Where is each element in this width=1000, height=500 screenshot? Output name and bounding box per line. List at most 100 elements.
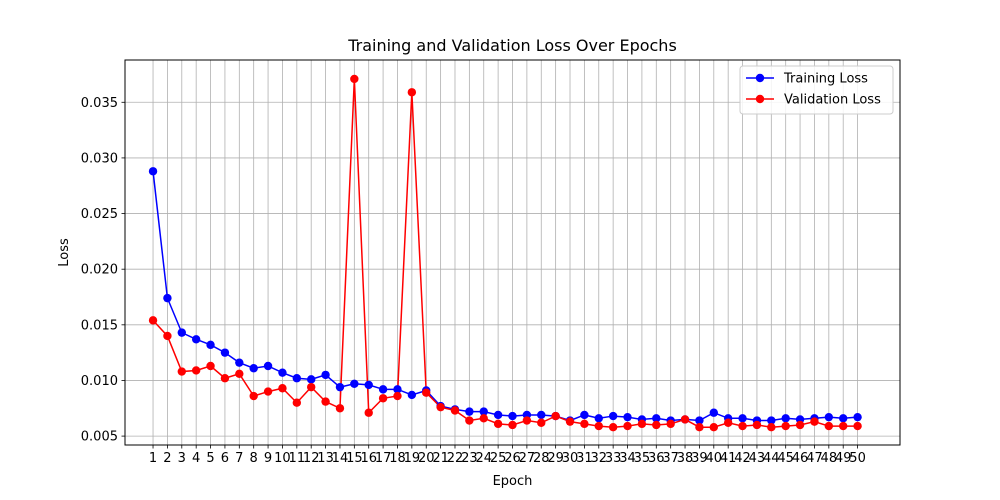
x-tick-label: 10	[274, 451, 291, 466]
x-tick-label: 41	[720, 451, 737, 466]
x-tick-label: 40	[706, 451, 723, 466]
x-tick-label: 24	[475, 451, 492, 466]
training-loss-point	[163, 293, 172, 303]
validation-loss-point	[565, 417, 575, 426]
training-loss-point	[709, 408, 718, 417]
validation-loss-point	[824, 421, 834, 431]
validation-loss-point	[436, 402, 445, 412]
training-loss-point	[839, 414, 848, 423]
x-tick-label: 50	[849, 451, 866, 466]
training-loss-point	[580, 410, 589, 420]
x-tick-label: 44	[763, 451, 780, 466]
x-tick-label: 13	[317, 451, 334, 466]
legend-box	[739, 65, 894, 115]
x-tick-label: 30	[562, 451, 579, 466]
x-tick-label: 21	[432, 451, 449, 466]
training-loss-point	[508, 411, 517, 421]
x-tick-label: 48	[821, 451, 838, 466]
y-tick-label: 0.025	[81, 207, 118, 222]
x-tick-label: 33	[605, 451, 622, 466]
validation-loss-point	[723, 418, 733, 427]
training-loss-point	[307, 375, 316, 384]
x-tick-label: 23	[461, 451, 478, 466]
y-tick-label: 0.005	[81, 430, 118, 445]
validation-loss-point	[853, 421, 862, 431]
training-loss-point	[191, 335, 201, 344]
training-loss-legend-marker	[755, 73, 765, 83]
validation-loss-point	[407, 88, 417, 97]
validation-loss-point	[839, 421, 848, 431]
x-tick-label: 47	[806, 451, 823, 466]
x-tick-label: 19	[404, 451, 421, 466]
validation-loss-point	[752, 420, 762, 430]
x-tick-label: 6	[221, 451, 229, 466]
validation-loss-point	[235, 369, 244, 378]
x-tick-label: 7	[235, 451, 243, 466]
validation-loss-point	[810, 417, 819, 426]
series-lines	[152, 78, 858, 428]
x-tick-label: 15	[346, 451, 363, 466]
series-markers	[148, 74, 862, 432]
training-loss-point	[148, 167, 158, 176]
x-tick-label: 45	[777, 451, 794, 466]
training-loss-point	[407, 390, 417, 400]
x-tick-label: 3	[178, 451, 186, 466]
training-loss-point	[695, 416, 704, 425]
training-loss-point	[177, 328, 186, 337]
validation-loss-point	[177, 367, 186, 376]
validation-loss-point	[680, 415, 690, 424]
validation-loss-point	[781, 421, 790, 431]
training-loss-point	[767, 416, 776, 425]
validation-loss-point	[767, 422, 776, 432]
validation-loss-point	[608, 422, 618, 432]
training-loss-point	[249, 364, 258, 373]
x-tick-label: 17	[375, 451, 392, 466]
validation-loss-legend-label: Validation Loss	[784, 93, 881, 108]
validation-loss-point	[623, 421, 632, 431]
validation-loss-point	[695, 422, 704, 432]
validation-loss-point	[364, 408, 373, 417]
validation-loss-point	[206, 361, 215, 371]
validation-loss-point	[350, 74, 359, 84]
validation-loss-point	[378, 394, 388, 403]
training-loss-point	[623, 412, 632, 422]
training-loss-point	[479, 407, 488, 416]
training-loss-point	[738, 414, 747, 423]
training-loss-point	[853, 412, 862, 422]
training-loss-point	[824, 412, 834, 422]
validation-loss-point	[450, 406, 460, 415]
validation-loss-point	[191, 366, 201, 375]
training-loss-point	[393, 385, 402, 394]
x-tick-label: 35	[634, 451, 651, 466]
x-tick-label: 12	[303, 451, 320, 466]
x-tick-label: 5	[206, 451, 214, 466]
training-loss-point	[652, 414, 661, 423]
y-tick-label: 0.035	[81, 96, 118, 111]
legend: Training Loss Validation Loss	[739, 65, 894, 115]
x-tick-label: 32	[590, 451, 607, 466]
x-tick-label: 26	[504, 451, 521, 466]
validation-loss-point	[465, 416, 474, 425]
training-loss-point	[493, 410, 503, 420]
grid	[125, 60, 900, 445]
training-loss-point	[206, 340, 215, 350]
validation-loss-point	[709, 422, 718, 432]
x-tick-label: 9	[264, 451, 272, 466]
x-tick-label: 14	[332, 451, 349, 466]
x-tick-label: 34	[619, 451, 636, 466]
validation-loss-point	[422, 388, 431, 397]
validation-loss-point	[220, 374, 230, 383]
validation-loss-point	[522, 416, 532, 425]
validation-loss-legend-marker	[755, 94, 765, 104]
x-tick-label: 31	[576, 451, 593, 466]
x-tick-label: 25	[490, 451, 507, 466]
validation-loss-point	[321, 397, 330, 406]
training-loss-point	[350, 379, 359, 389]
x-tick-label: 37	[662, 451, 679, 466]
x-tick-label: 39	[691, 451, 708, 466]
validation-loss-point	[393, 391, 402, 401]
training-loss-line	[152, 171, 858, 422]
x-tick-label: 1	[149, 451, 157, 466]
